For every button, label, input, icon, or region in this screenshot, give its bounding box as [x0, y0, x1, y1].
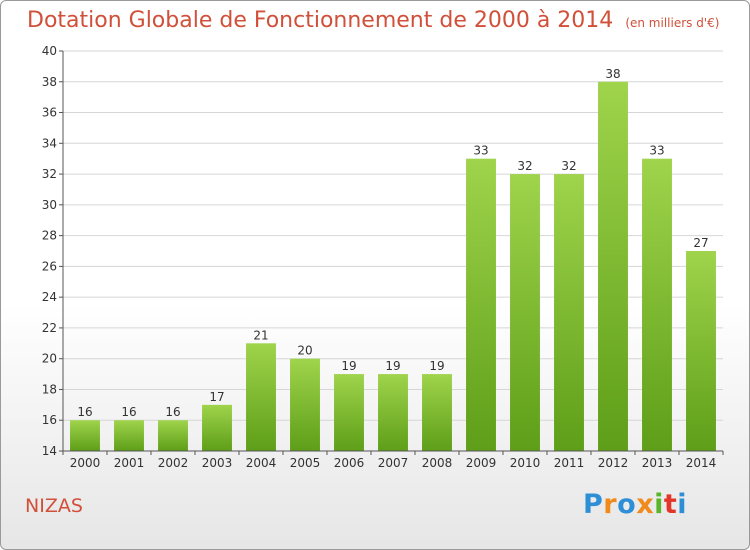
y-tick-label: 34 [42, 136, 57, 150]
logo-letter: i [677, 489, 688, 520]
chart-title: Dotation Globale de Fonctionnement de 20… [27, 8, 720, 33]
y-tick-label: 28 [42, 229, 57, 243]
bar-2005 [290, 358, 320, 451]
x-tick-label-2005: 2005 [290, 456, 321, 470]
data-label-2014: 27 [693, 236, 708, 250]
axes: 14 16 18 20 22 24 26 28 30 32 34 36 38 40 2000 2001 2002… [42, 44, 724, 470]
bar-2014 [686, 251, 716, 451]
bar-2011 [554, 174, 584, 452]
bar-2008 [422, 374, 452, 451]
chart-unit: (en milliers d'€) [625, 16, 720, 30]
x-tick-label-2001: 2001 [114, 456, 145, 470]
logo-letter: o [617, 489, 637, 520]
x-tick-label-2006: 2006 [334, 456, 365, 470]
y-tick-label: 20 [42, 352, 57, 366]
bar-2002 [158, 420, 188, 451]
y-tick-label: 18 [42, 382, 57, 396]
x-tick-label-2009: 2009 [466, 456, 497, 470]
x-tick-label-2010: 2010 [510, 456, 541, 470]
x-tick-label-2011: 2011 [554, 456, 585, 470]
x-tick-label-2002: 2002 [158, 456, 189, 470]
bar-2001 [114, 420, 144, 451]
proxiti-logo: Proxiti [583, 489, 687, 520]
logo-letter: P [583, 489, 604, 520]
data-label-2001: 16 [121, 405, 136, 419]
data-label-2003: 17 [209, 390, 224, 404]
data-label-2004: 21 [253, 328, 268, 342]
y-tick-label: 32 [42, 167, 57, 181]
bar-2003 [202, 404, 232, 451]
x-tick-label-2004: 2004 [246, 456, 277, 470]
y-tick-label: 24 [42, 290, 57, 304]
y-tick-label: 14 [42, 444, 57, 458]
logo-letter: r [603, 489, 618, 520]
bar-2007 [378, 374, 408, 451]
place-name: NIZAS [25, 495, 83, 517]
y-tick-label: 26 [42, 259, 57, 273]
data-label-2012: 38 [605, 67, 620, 81]
x-tick-label-2013: 2013 [642, 456, 673, 470]
data-label-2008: 19 [429, 359, 444, 373]
bar-2006 [334, 374, 364, 451]
data-label-2010: 32 [517, 159, 532, 173]
bar-2013 [642, 158, 672, 451]
y-tick-label: 36 [42, 106, 57, 120]
logo-letter: i [654, 489, 664, 520]
x-tick-label-2003: 2003 [202, 456, 233, 470]
x-tick-label-2008: 2008 [422, 456, 453, 470]
data-label-2011: 32 [561, 159, 576, 173]
y-tick-label: 30 [42, 198, 57, 212]
y-tick-label: 16 [42, 413, 57, 427]
y-tick-label: 22 [42, 321, 57, 335]
x-tick-label-2000: 2000 [70, 456, 101, 470]
data-label-2013: 33 [649, 144, 664, 158]
x-tick-label-2012: 2012 [598, 456, 629, 470]
data-label-2006: 19 [341, 359, 356, 373]
data-label-2002: 16 [165, 405, 180, 419]
x-tick-label-2014: 2014 [686, 456, 717, 470]
data-label-2000: 16 [77, 405, 92, 419]
bar-2010 [510, 174, 540, 452]
bars: 16 16 16 17 21 20 19 19 19 33 32 32 38 33 27 [70, 67, 716, 452]
data-label-2005: 20 [297, 344, 312, 358]
bar-2009 [466, 158, 496, 451]
logo-letter: x [636, 489, 655, 520]
logo-letter: t [663, 489, 678, 520]
x-tick-label-2007: 2007 [378, 456, 409, 470]
bar-2000 [70, 420, 100, 451]
bar-2004 [246, 343, 276, 451]
y-tick-label: 38 [42, 75, 57, 89]
y-tick-label: 40 [42, 44, 57, 58]
data-label-2007: 19 [385, 359, 400, 373]
data-label-2009: 33 [473, 144, 488, 158]
bar-2012 [598, 81, 628, 452]
